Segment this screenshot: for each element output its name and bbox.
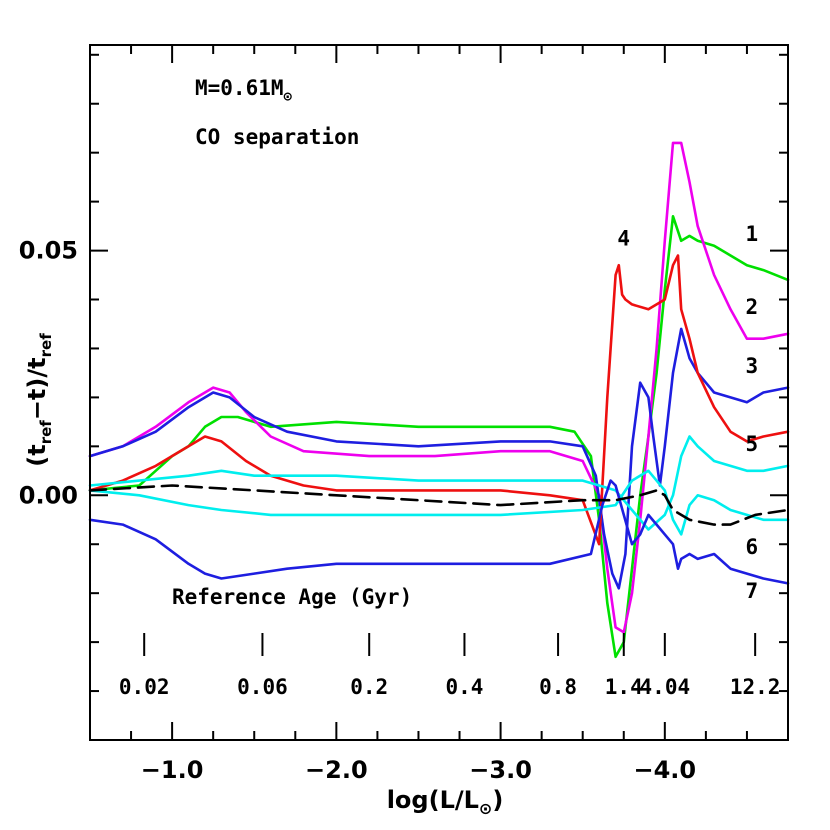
series-curve-2 xyxy=(88,141,790,634)
x-tick-label: −4.0 xyxy=(634,756,697,784)
age-mark-label: 1.4 xyxy=(605,675,643,699)
curve-labels: 1 2 3 4 5 6 7 xyxy=(617,222,758,603)
age-mark-label: 12.2 xyxy=(730,675,781,699)
curve-label-1: 1 xyxy=(746,222,759,246)
x-tick-label: −3.0 xyxy=(469,756,532,784)
age-mark-label: 0.8 xyxy=(539,675,577,699)
y-axis-label: (tref−t)/tref xyxy=(23,333,55,467)
age-title: Reference Age (Gyr) xyxy=(172,585,412,609)
curve-label-7: 7 xyxy=(746,579,759,603)
x-axis-label: log(L/L⊙) xyxy=(387,786,504,818)
process-annotation: CO separation xyxy=(195,125,359,149)
series-curve-ref xyxy=(88,484,790,526)
series-curve-6 xyxy=(88,469,790,536)
series-curve-3 xyxy=(88,327,790,590)
curve-label-5: 5 xyxy=(746,432,759,456)
curves-layer xyxy=(88,141,790,659)
mass-annotation: M=0.61M⊙ xyxy=(195,76,293,105)
x-tick-label: −2.0 xyxy=(305,756,368,784)
x-tick-label: −1.0 xyxy=(141,756,204,784)
y-tick-label: 0.05 xyxy=(19,237,78,265)
age-mark-label: 0.2 xyxy=(350,675,388,699)
age-mark-label: 0.06 xyxy=(237,675,288,699)
series-curve-1 xyxy=(88,215,790,659)
curve-label-2: 2 xyxy=(746,295,759,319)
series-curve-5 xyxy=(88,435,790,531)
curve-label-3: 3 xyxy=(746,354,759,378)
age-marks: 0.02 0.06 0.2 0.4 0.8 1.44.04 12.2 xyxy=(119,633,781,699)
curve-label-6: 6 xyxy=(746,535,759,559)
age-mark-label: 0.02 xyxy=(119,675,170,699)
series-curve-7 xyxy=(88,479,790,585)
y-tick-label: 0.00 xyxy=(19,481,78,509)
ticks-layer: −1.0 −2.0 −3.0 −4.0 0.00 0.05 xyxy=(19,45,789,784)
age-mark-label: 4.04 xyxy=(640,675,691,699)
series-curve-4 xyxy=(88,254,790,546)
plot-frame xyxy=(89,44,789,741)
curve-label-4: 4 xyxy=(617,227,630,251)
age-mark-label: 0.4 xyxy=(445,675,483,699)
